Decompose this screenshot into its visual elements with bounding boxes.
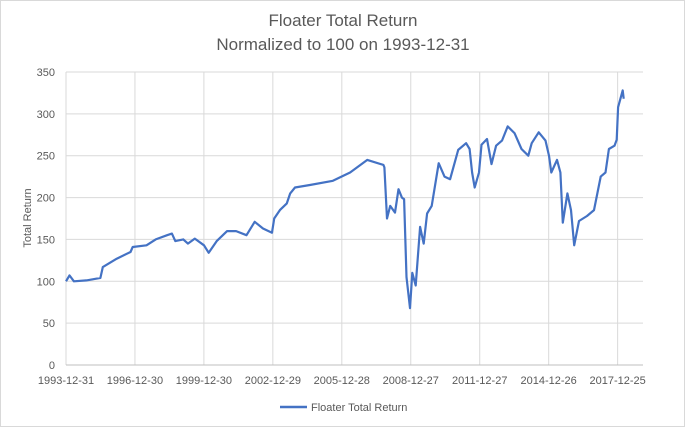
x-tick-label: 1993-12-31	[38, 375, 94, 387]
y-axis-title: Total Return	[22, 188, 34, 247]
y-axis-ticks: 0 50 100 150 200 250 300 350	[37, 67, 55, 372]
x-tick-label: 2002-12-29	[245, 375, 301, 387]
chart-subtitle: Normalized to 100 on 1993-12-31	[216, 35, 469, 54]
y-tick-label: 350	[37, 67, 55, 79]
x-tick-label: 1996-12-30	[107, 375, 163, 387]
y-tick-label: 250	[37, 151, 55, 163]
x-tick-label: 2005-12-28	[314, 375, 370, 387]
x-tick-label: 2017-12-25	[589, 375, 645, 387]
series-line	[65, 89, 625, 310]
y-tick-label: 300	[37, 109, 55, 121]
chart-title: Floater Total Return	[269, 11, 418, 30]
x-tick-label: 2014-12-26	[521, 375, 577, 387]
y-tick-label: 200	[37, 193, 55, 205]
x-tick-label: 1999-12-30	[176, 375, 232, 387]
legend: Floater Total Return	[280, 402, 407, 414]
y-tick-label: 150	[37, 234, 55, 246]
x-tick-label: 2011-12-27	[452, 375, 507, 387]
y-tick-label: 100	[37, 276, 55, 288]
series-group	[65, 89, 625, 310]
y-tick-label: 0	[49, 360, 55, 372]
x-tick-label: 2008-12-27	[383, 375, 439, 387]
y-tick-label: 50	[43, 318, 55, 330]
gridlines	[65, 71, 643, 366]
x-axis-ticks: 1993-12-31 1996-12-30 1999-12-30 2002-12-29…	[38, 375, 646, 387]
legend-label: Floater Total Return	[311, 402, 407, 414]
